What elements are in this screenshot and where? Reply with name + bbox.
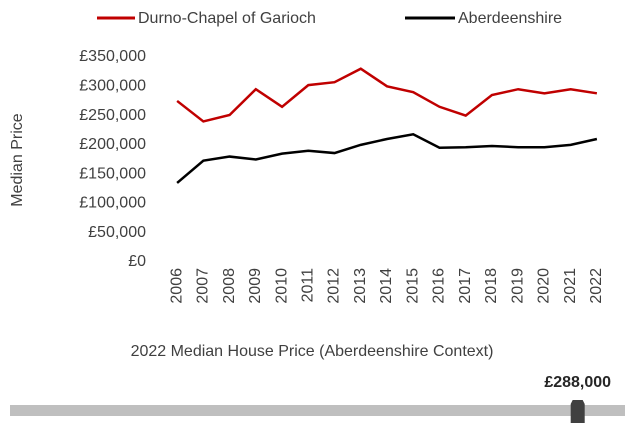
slider-marker bbox=[570, 400, 585, 423]
y-tick-label: £150,000 bbox=[79, 165, 146, 182]
x-tick-label: 2015 bbox=[404, 268, 421, 304]
x-tick-label: 2020 bbox=[536, 268, 553, 304]
y-tick-label: £250,000 bbox=[79, 107, 146, 124]
y-tick-label: £50,000 bbox=[88, 224, 146, 241]
slider-title: 2022 Median House Price (Aberdeenshire C… bbox=[131, 343, 494, 360]
y-tick-label: £300,000 bbox=[79, 78, 146, 95]
slider-value-label: £288,000 bbox=[544, 374, 611, 391]
x-tick-label: 2006 bbox=[168, 268, 185, 304]
y-tick-label: £200,000 bbox=[79, 136, 146, 153]
x-tick-label: 2022 bbox=[588, 268, 605, 304]
x-tick-label: 2016 bbox=[431, 268, 448, 304]
x-tick-label: 2010 bbox=[273, 268, 290, 304]
legend-label: Durno-Chapel of Garioch bbox=[138, 10, 316, 27]
y-tick-label: £350,000 bbox=[79, 48, 146, 65]
x-tick-label: 2008 bbox=[221, 268, 238, 304]
y-tick-label: £0 bbox=[128, 253, 146, 270]
x-tick-label: 2018 bbox=[483, 268, 500, 304]
legend-label: Aberdeenshire bbox=[458, 10, 562, 27]
x-tick-label: 2014 bbox=[378, 268, 395, 304]
x-tick-label: 2012 bbox=[326, 268, 343, 304]
line-series bbox=[176, 133, 598, 184]
x-tick-label: 2011 bbox=[300, 268, 317, 303]
y-tick-label: £100,000 bbox=[79, 195, 146, 212]
x-tick-label: 2007 bbox=[195, 268, 212, 304]
x-tick-label: 2009 bbox=[247, 268, 264, 304]
line-series bbox=[176, 67, 598, 123]
slider-track bbox=[10, 405, 625, 416]
x-tick-label: 2013 bbox=[352, 268, 369, 304]
x-tick-label: 2017 bbox=[457, 268, 474, 304]
x-tick-label: 2021 bbox=[562, 268, 579, 304]
y-axis-title: Median Price bbox=[9, 113, 26, 206]
x-tick-label: 2019 bbox=[509, 268, 526, 304]
